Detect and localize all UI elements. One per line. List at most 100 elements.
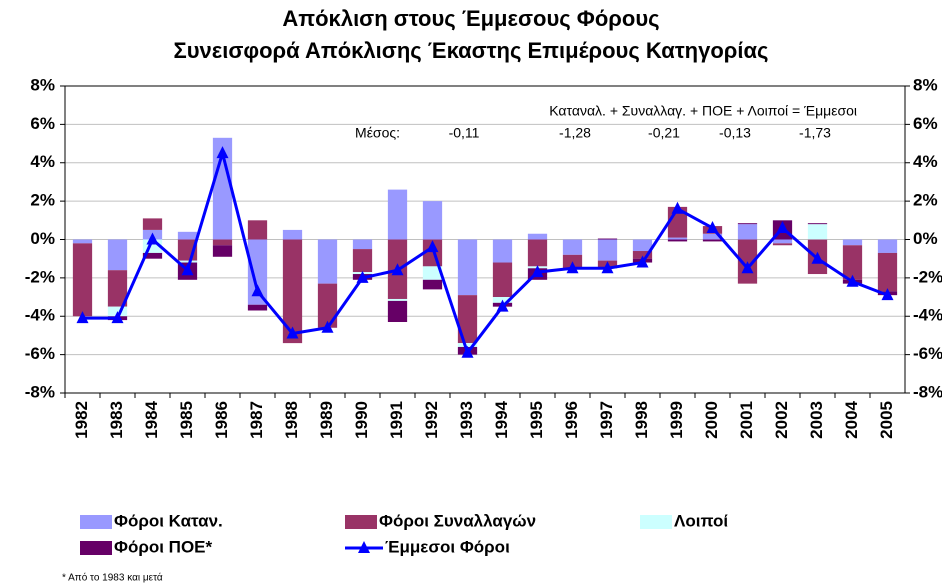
bar-segment <box>422 266 443 280</box>
y2-tick-label: -6% <box>913 344 942 363</box>
bar-segment <box>877 252 898 292</box>
marker <box>881 288 894 301</box>
x-tick-label: 2002 <box>772 401 791 439</box>
bar-segment <box>317 239 338 284</box>
legend-label: Φόροι ΠΟΕ* <box>114 537 213 556</box>
x-tick-label: 2003 <box>807 401 826 439</box>
marker <box>426 240 439 253</box>
y2-tick-label: -2% <box>913 267 942 286</box>
x-tick-label: 1995 <box>527 401 546 439</box>
legend-label: Λοιποί <box>674 511 728 530</box>
x-tick-label: 1998 <box>632 401 651 439</box>
marker <box>181 263 194 276</box>
line <box>82 147 889 356</box>
bar-segment <box>282 239 303 344</box>
annotation: -0,21 <box>648 125 680 141</box>
bar-segment <box>387 189 408 240</box>
marker <box>601 261 614 274</box>
y2-tick-label: -8% <box>913 382 942 401</box>
y2-tick-label: 4% <box>913 152 938 171</box>
marker <box>846 274 859 287</box>
bar-segment <box>702 233 723 240</box>
bar-segment <box>527 239 548 267</box>
legend-label: Έμμεσοι Φόροι <box>385 537 510 556</box>
marker <box>286 326 299 339</box>
bar-segment <box>352 249 373 273</box>
annotation: Μέσος: <box>355 125 400 141</box>
bar-segment <box>842 245 863 280</box>
y2-tick-label: -4% <box>913 306 942 325</box>
y-tick-label: 6% <box>30 114 55 133</box>
x-tick-label: 1983 <box>107 401 126 439</box>
bar-segment <box>352 239 373 250</box>
marker <box>531 265 544 278</box>
x-tick-label: 1982 <box>72 401 91 439</box>
marker <box>776 220 789 233</box>
bar-segment <box>457 343 478 347</box>
marker <box>321 320 334 333</box>
bar-segment <box>247 239 268 305</box>
marker <box>391 263 404 276</box>
x-tick-label: 1988 <box>282 401 301 439</box>
bar-segment <box>772 239 793 244</box>
x-tick-label: 1996 <box>562 401 581 439</box>
bar-segment <box>317 283 338 328</box>
bar-segment <box>562 239 583 255</box>
marker <box>356 270 369 283</box>
bar-segment <box>807 223 828 225</box>
x-tick-label: 1990 <box>352 401 371 439</box>
y-tick-label: 4% <box>30 152 55 171</box>
bar-segment <box>632 251 653 259</box>
bar-segment <box>667 237 688 240</box>
marker <box>496 299 509 312</box>
bar-segment <box>212 137 233 240</box>
marker <box>251 284 264 297</box>
bar-segment <box>142 218 163 230</box>
x-tick-label: 1987 <box>247 401 266 439</box>
y2-tick-label: 2% <box>913 191 938 210</box>
bar-segment <box>842 239 863 246</box>
annotation: -0,13 <box>719 125 751 141</box>
bar-segment <box>422 279 443 290</box>
y-tick-label: -2% <box>25 267 55 286</box>
legend-swatch <box>358 541 370 553</box>
bar-segment <box>457 295 478 344</box>
bar-segment <box>387 298 408 301</box>
bar-segment <box>527 233 548 240</box>
marker <box>566 261 579 274</box>
marker <box>216 146 229 159</box>
legend-swatch <box>80 541 112 555</box>
y2-tick-label: 0% <box>913 229 938 248</box>
marker <box>146 232 159 245</box>
bar-segment <box>667 239 688 242</box>
bar-segment <box>177 231 198 240</box>
bar-segment <box>422 201 443 240</box>
bar-segment <box>387 300 408 323</box>
bar-segment <box>72 239 93 244</box>
x-tick-label: 2004 <box>842 400 861 438</box>
legend-swatch <box>80 515 112 529</box>
legend-swatch <box>345 515 377 529</box>
legend-label: Φόροι Συναλλαγών <box>379 511 536 530</box>
bar-segment <box>282 229 303 240</box>
y-tick-label: -8% <box>25 382 55 401</box>
bar-segment <box>177 260 198 263</box>
y2-tick-label: 6% <box>913 114 938 133</box>
chart-title: Απόκλιση στους Έμμεσους Φόρους <box>282 6 659 31</box>
marker <box>461 345 474 358</box>
x-tick-label: 1992 <box>422 401 441 439</box>
y-tick-label: -4% <box>25 306 55 325</box>
marker <box>811 251 824 264</box>
bar-segment <box>737 224 758 240</box>
x-tick-label: 1991 <box>387 401 406 439</box>
x-tick-label: 1989 <box>317 401 336 439</box>
y2-tick-label: 8% <box>913 75 938 94</box>
annotation: -1,73 <box>799 125 831 141</box>
x-tick-label: 1997 <box>597 401 616 439</box>
bar-segment <box>737 223 758 225</box>
bar-segment <box>632 239 653 252</box>
bar-segment <box>142 252 163 259</box>
x-tick-label: 1999 <box>667 401 686 439</box>
footnote: * Από το 1983 και μετά <box>62 572 163 584</box>
